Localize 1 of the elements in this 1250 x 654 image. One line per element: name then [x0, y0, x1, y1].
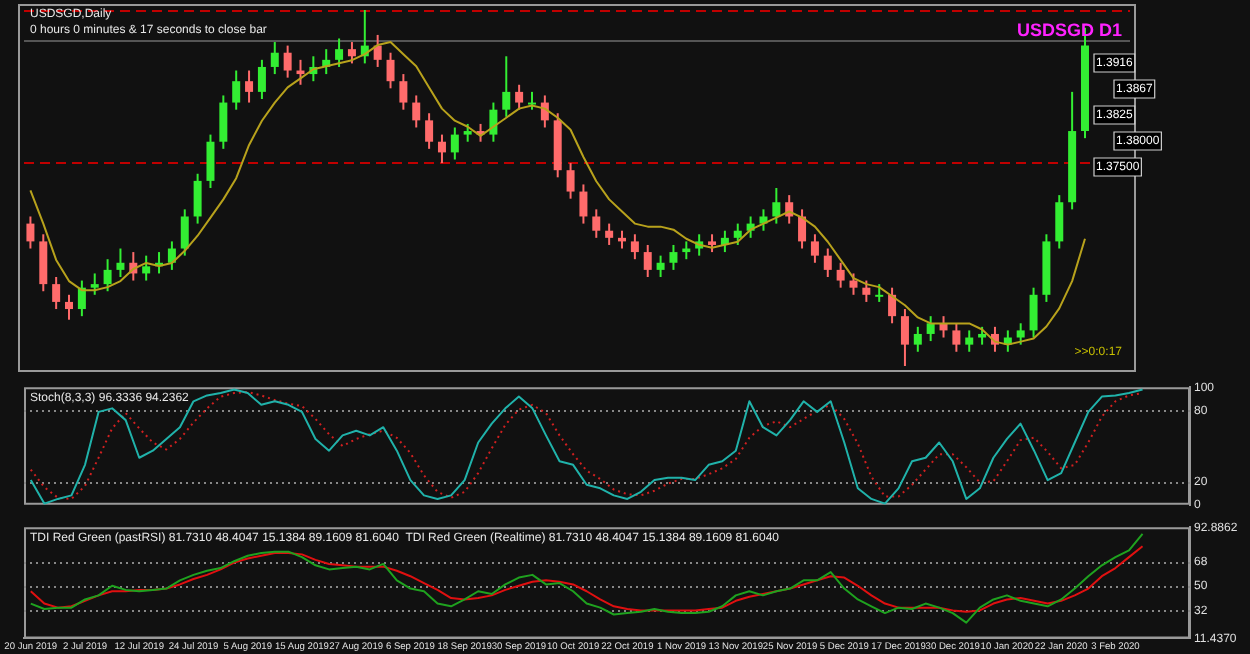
text: USDSGD D1	[1016, 19, 1122, 40]
